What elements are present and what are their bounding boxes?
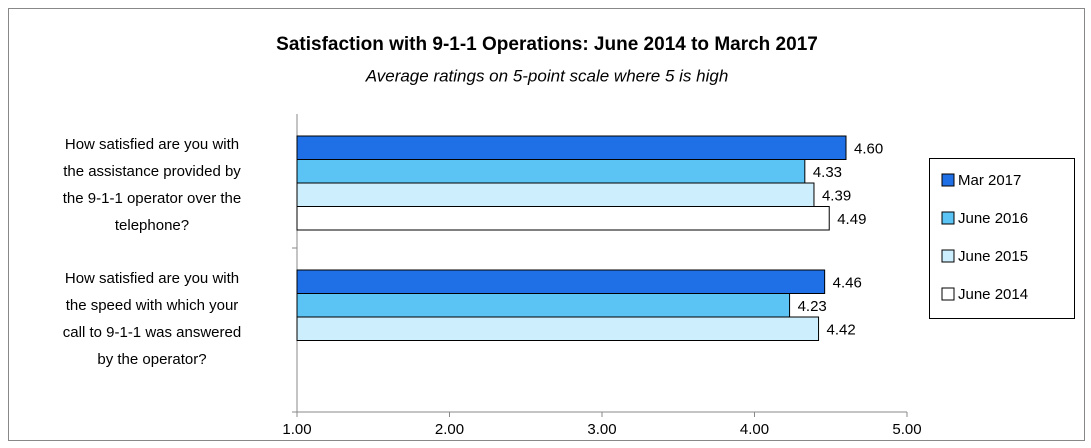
legend-label: June 2014 bbox=[958, 286, 1028, 303]
category-label: call to 9-1-1 was answered bbox=[63, 324, 241, 341]
category-label: How satisfied are you with bbox=[65, 136, 239, 153]
chart-subtitle: Average ratings on 5-point scale where 5… bbox=[365, 66, 729, 85]
bar bbox=[296, 293, 791, 318]
x-tick-label: 5.00 bbox=[892, 421, 921, 438]
legend-swatch bbox=[941, 249, 955, 263]
value-label: 4.60 bbox=[854, 141, 883, 158]
legend-label: June 2016 bbox=[958, 210, 1028, 227]
value-label: 4.33 bbox=[813, 164, 842, 181]
x-tick-label: 2.00 bbox=[435, 421, 464, 438]
legend-label: Mar 2017 bbox=[958, 172, 1021, 189]
category-label: by the operator? bbox=[97, 351, 206, 368]
legend-swatch bbox=[941, 287, 955, 301]
category-label: How satisfied are you with bbox=[65, 270, 239, 287]
bar bbox=[296, 316, 820, 341]
value-label: 4.49 bbox=[837, 211, 866, 228]
value-label: 4.42 bbox=[827, 322, 856, 339]
legend-swatch bbox=[941, 211, 955, 225]
legend-swatch bbox=[941, 173, 955, 187]
bar bbox=[296, 182, 815, 207]
category-label: the 9-1-1 operator over the bbox=[63, 190, 241, 207]
x-tick-label: 3.00 bbox=[587, 421, 616, 438]
bar bbox=[296, 159, 806, 184]
value-label: 4.39 bbox=[822, 188, 851, 205]
category-label: the speed with which your bbox=[66, 297, 239, 314]
chart-title: Satisfaction with 9-1-1 Operations: June… bbox=[276, 34, 818, 55]
legend-label: June 2015 bbox=[958, 248, 1028, 265]
value-label: 4.46 bbox=[833, 275, 862, 292]
category-label: the assistance provided by bbox=[63, 163, 241, 180]
x-tick-label: 4.00 bbox=[740, 421, 769, 438]
value-label: 4.23 bbox=[798, 298, 827, 315]
bar bbox=[296, 206, 830, 231]
bar bbox=[296, 269, 826, 294]
bar bbox=[296, 135, 847, 160]
category-label: telephone? bbox=[115, 217, 189, 234]
x-tick-label: 1.00 bbox=[282, 421, 311, 438]
